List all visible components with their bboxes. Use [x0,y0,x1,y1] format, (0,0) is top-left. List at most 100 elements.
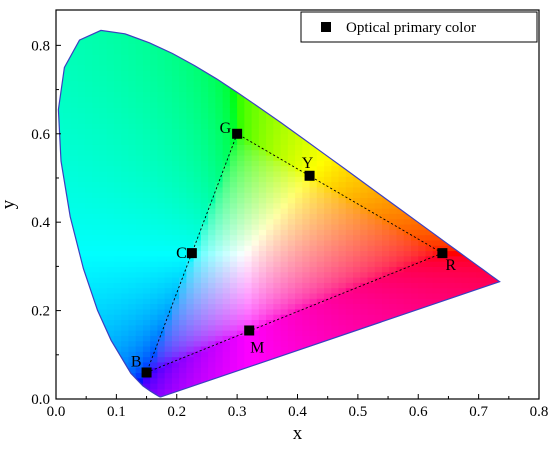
chromaticity-cell [490,292,499,299]
chromaticity-cell [215,176,224,183]
chromaticity-cell [331,176,340,183]
chromaticity-cell [331,192,340,199]
chromaticity-cell [215,86,224,92]
chromaticity-cell [222,287,231,294]
chromaticity-cell [186,266,195,273]
chromaticity-cell [382,356,390,363]
chromaticity-cell [461,165,470,172]
chromaticity-cell [113,335,122,342]
chromaticity-cell [497,144,500,151]
chromaticity-cell [106,107,115,114]
chromaticity-cell [331,303,340,310]
chromaticity-cell [84,345,93,352]
chromaticity-cell [121,96,130,103]
chromaticity-cell [229,80,238,87]
chromaticity-cell [374,261,383,267]
chromaticity-cell [244,261,253,267]
chromaticity-cell [244,255,253,262]
chromaticity-cell [302,144,311,151]
chromaticity-cell [389,266,398,273]
chromaticity-cell [447,266,456,273]
chromaticity-cell [331,377,340,384]
chromaticity-cell [106,345,115,352]
chromaticity-cell [171,266,180,273]
chromaticity-cell [360,208,369,214]
chromaticity-cell [171,308,180,315]
chromaticity-cell [106,32,115,39]
chromaticity-cell [179,107,188,114]
chromaticity-cell [179,70,188,77]
chromaticity-cell [497,234,500,241]
chromaticity-cell [215,372,224,379]
chromaticity-cell [135,298,144,305]
chromaticity-cell [58,208,64,214]
chromaticity-cell [280,314,289,321]
chromaticity-cell [324,383,332,389]
chromaticity-cell [411,287,419,294]
chromaticity-cell [135,70,144,77]
chromaticity-cell [411,112,419,119]
chromaticity-cell [447,64,456,71]
chromaticity-cell [483,170,492,177]
chromaticity-cell [251,229,260,236]
chromaticity-cell [150,340,159,347]
chromaticity-cell [164,70,173,77]
chromaticity-cell [70,101,79,108]
chromaticity-cell [237,80,245,87]
chromaticity-cell [193,128,202,135]
chromaticity-cell [266,250,274,257]
chromaticity-cell [92,133,101,140]
chromaticity-cell [200,165,209,172]
chromaticity-cell [309,192,318,199]
chromaticity-cell [179,308,188,315]
chromaticity-cell [468,181,477,188]
chromaticity-cell [179,277,188,283]
chromaticity-cell [179,361,188,368]
chromaticity-cell [345,383,354,389]
chromaticity-cell [374,277,383,283]
chromaticity-cell [229,54,238,61]
chromaticity-cell [63,38,72,45]
chromaticity-cell [331,250,340,257]
chromaticity-cell [367,367,376,374]
chromaticity-cell [157,101,166,108]
chromaticity-cell [150,59,159,66]
chromaticity-cell [70,356,79,363]
chromaticity-cell [411,372,419,379]
chromaticity-cell [497,64,500,71]
chromaticity-cell [468,383,477,389]
chromaticity-cell [454,367,463,374]
chromaticity-cell [324,335,332,342]
chromaticity-cell [157,361,166,368]
chromaticity-cell [403,181,412,188]
chromaticity-cell [135,324,144,331]
chromaticity-cell [324,181,332,188]
chromaticity-cell [244,43,253,50]
chromaticity-cell [186,213,195,220]
chromaticity-cell [418,48,427,55]
chromaticity-cell [439,245,448,252]
chromaticity-cell [374,86,383,92]
chromaticity-cell [266,287,274,294]
chromaticity-cell [324,361,332,368]
chromaticity-cell [244,107,253,114]
chromaticity-cell [432,356,441,363]
chromaticity-cell [324,54,332,61]
chromaticity-cell [324,223,332,230]
chromaticity-cell [171,319,180,326]
chromaticity-cell [92,123,101,130]
chromaticity-cell [200,192,209,199]
chromaticity-cell [273,59,282,66]
point-label-g: G [220,120,232,137]
chromaticity-cell [63,22,71,28]
chromaticity-cell [490,213,499,220]
chromaticity-cell [142,154,151,161]
chromaticity-cell [142,250,151,257]
chromaticity-cell [389,245,398,252]
chromaticity-cell [171,372,180,379]
chromaticity-cell [171,213,180,220]
chromaticity-cell [150,75,159,82]
chromaticity-cell [150,144,159,151]
chromaticity-cell [360,282,369,289]
